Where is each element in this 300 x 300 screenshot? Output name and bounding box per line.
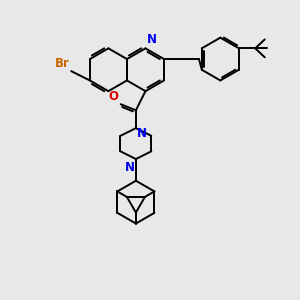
Text: N: N <box>147 33 157 46</box>
Text: O: O <box>108 90 118 103</box>
Text: N: N <box>124 160 134 173</box>
Text: N: N <box>137 127 147 140</box>
Text: Br: Br <box>55 57 70 70</box>
